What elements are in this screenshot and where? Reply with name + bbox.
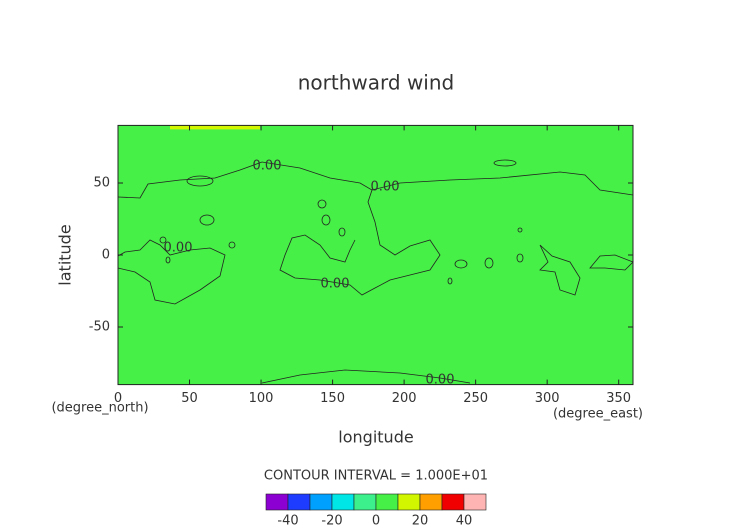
colorbar-box (265, 493, 289, 511)
x-unit: (degree_east) (553, 407, 643, 422)
x-tick-label: 350 (606, 391, 631, 406)
y-tick-label: -50 (89, 320, 110, 335)
contour-line (517, 227, 523, 233)
x-tick-label: 50 (181, 391, 198, 406)
y-tick-label: 0 (102, 248, 110, 263)
colorbar-box (287, 493, 311, 511)
contour-line (493, 159, 517, 167)
contour-line (199, 214, 215, 226)
x-tick-label: 250 (463, 391, 488, 406)
contour-label: 0.00 (253, 159, 282, 174)
contour-line (317, 199, 327, 209)
colorbar-box (309, 493, 333, 511)
colorbar-box (397, 493, 421, 511)
colorbar-box (353, 493, 377, 511)
contour-line (371, 171, 634, 196)
contour-line (484, 257, 494, 269)
x-tick-label: 150 (320, 391, 345, 406)
colorbar-box (441, 493, 465, 511)
colorbar-tick-label: 40 (456, 514, 473, 529)
field-region (170, 125, 260, 130)
x-tick-label: 300 (535, 391, 560, 406)
colorbar-box (375, 493, 399, 511)
chart-title: northward wind (298, 71, 454, 95)
field-region (118, 125, 633, 385)
colorbar-box (419, 493, 443, 511)
colorbar-title: CONTOUR INTERVAL = 1.000E+01 (264, 469, 488, 484)
contour-line (159, 236, 167, 244)
x-tick-label: 0 (114, 391, 122, 406)
contour-line (186, 175, 214, 187)
contour-line (516, 253, 524, 263)
y-tick-label: 50 (93, 176, 110, 191)
colorbar-tick-label: -40 (277, 514, 298, 529)
x-tick-label: 100 (249, 391, 274, 406)
contour-line (165, 256, 171, 264)
colorbar-box (331, 493, 355, 511)
contour-line (539, 244, 581, 296)
x-tick-label: 200 (392, 391, 417, 406)
contour-label: 0.00 (371, 180, 400, 195)
colorbar-tick-label: -20 (321, 514, 342, 529)
contour-line (228, 241, 236, 249)
colorbar-tick-label: 0 (372, 514, 380, 529)
contour-label: 0.00 (426, 373, 455, 388)
contour-line (338, 227, 346, 237)
colorbar-box (463, 493, 487, 511)
contour-line (117, 161, 441, 296)
contour-label: 0.00 (321, 277, 350, 292)
contour-line (321, 214, 331, 226)
contour-line (454, 259, 468, 269)
contour-line (261, 369, 471, 384)
contour-line (117, 239, 226, 305)
y-axis-label: latitude (56, 224, 75, 285)
colorbar-tick-label: 20 (412, 514, 429, 529)
contour-line (447, 277, 453, 285)
contour-label: 0.00 (164, 241, 193, 256)
x-axis-label: longitude (338, 428, 413, 447)
y-unit: (degree_north) (51, 401, 148, 416)
